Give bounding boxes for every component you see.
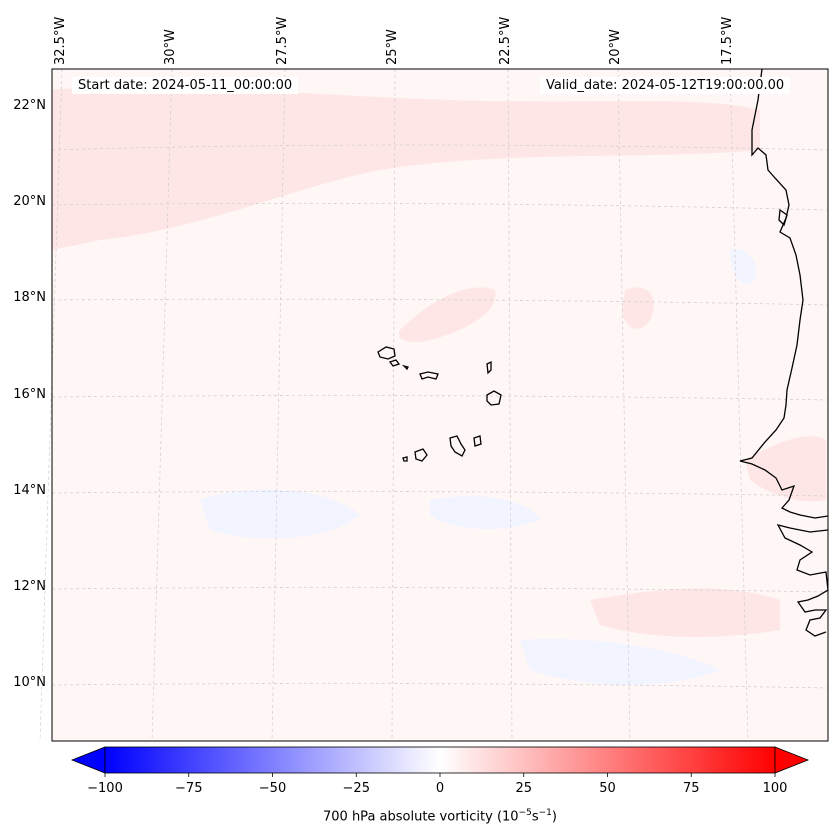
lat-label: 14°N <box>13 483 46 498</box>
colorbar-label-suffix: ) <box>551 809 557 825</box>
meridian-line <box>51 491 829 497</box>
lon-label: 20°W <box>608 29 623 65</box>
island-maio <box>473 435 482 447</box>
parallel-line <box>39 68 63 742</box>
map-frame <box>51 68 829 742</box>
parallel-line <box>151 68 173 742</box>
parallel-line <box>271 68 286 742</box>
colorbar-label-exponent: −1 <box>538 808 552 818</box>
meridian-line <box>51 395 829 401</box>
lon-label: 22.5°W <box>498 16 513 65</box>
coastline-mauritania-senegal <box>739 68 829 519</box>
colorbar-tick-label: −100 <box>87 781 123 796</box>
valid-date-label: Valid_date: 2024-05-12T19:00:00.00 <box>540 77 791 94</box>
colorbar <box>70 746 810 777</box>
colorbar-label-prefix: 700 hPa absolute vorticity (10 <box>323 809 519 825</box>
meridian-line <box>51 587 829 593</box>
parallel-line <box>391 68 396 742</box>
lon-label: 32.5°W <box>53 16 68 65</box>
negative-vorticity-patches <box>200 249 756 685</box>
colorbar-label-exponent: −5 <box>518 808 532 818</box>
lon-label: 27.5°W <box>275 16 290 65</box>
meridian-line <box>51 202 829 211</box>
colorbar-tick-label: −75 <box>175 781 203 796</box>
parallel-line <box>507 68 513 742</box>
lat-label: 16°N <box>13 387 46 402</box>
colorbar-tick-label: 100 <box>762 781 788 796</box>
lon-label: 30°W <box>163 29 178 65</box>
negative-patch-west <box>200 489 360 539</box>
colorbar-max-extension <box>774 746 810 774</box>
colorbar-label: 700 hPa absolute vorticity (10−5s−1) <box>0 808 837 824</box>
meridian-line <box>51 144 829 151</box>
parallel-line <box>729 68 749 742</box>
lat-label: 10°N <box>13 675 46 690</box>
parallel-line <box>617 68 631 742</box>
meridian-line <box>51 683 829 689</box>
vorticity-patch-coast <box>745 436 826 502</box>
lon-label: 17.5°W <box>720 16 735 65</box>
island-santiago <box>449 435 466 457</box>
negative-patch-south <box>430 496 540 530</box>
lat-label: 12°N <box>13 579 46 594</box>
vorticity-patch-southeast <box>590 588 780 637</box>
graticule <box>39 68 829 742</box>
island-brava <box>402 456 408 462</box>
colorbar-label-unit: s <box>531 809 539 825</box>
colorbar-tick-label: 75 <box>682 781 700 796</box>
island-fogo <box>414 448 428 462</box>
vorticity-patch-central <box>399 287 496 342</box>
island-boa-vista <box>486 390 502 406</box>
start-date-label: Start date: 2024-05-11_00:00:00 <box>72 77 299 94</box>
island-sao-vicente <box>388 359 401 367</box>
colorbar-tick-label: −25 <box>342 781 370 796</box>
vorticity-patch-east <box>622 287 654 329</box>
coastline-banc-arguin <box>778 208 788 227</box>
meridian-line <box>51 298 829 306</box>
lat-label: 20°N <box>13 194 46 209</box>
island-sal <box>486 360 492 375</box>
colorbar-tick-label: 25 <box>515 781 533 796</box>
lat-label: 18°N <box>13 290 46 305</box>
positive-vorticity-patches <box>52 86 826 637</box>
vorticity-band-north <box>52 86 760 251</box>
island-sao-nicolau <box>419 371 439 380</box>
island-santo-antao <box>377 346 396 360</box>
negative-patch-north-coast <box>730 249 756 284</box>
colorbar-gradient <box>104 746 776 774</box>
colorbar-tick-marks <box>104 773 776 777</box>
negative-patch-southwest <box>520 639 720 685</box>
cape-verde-islands <box>377 346 502 462</box>
colorbar-tick-label: −50 <box>258 781 287 796</box>
lat-label: 22°N <box>13 98 46 113</box>
lon-label: 25°W <box>385 29 400 65</box>
island-santa-luzia <box>401 364 409 371</box>
colorbar-min-extension <box>70 746 106 774</box>
colorbar-tick-label: 0 <box>435 781 445 796</box>
colorbar-tick-label: 50 <box>599 781 616 796</box>
